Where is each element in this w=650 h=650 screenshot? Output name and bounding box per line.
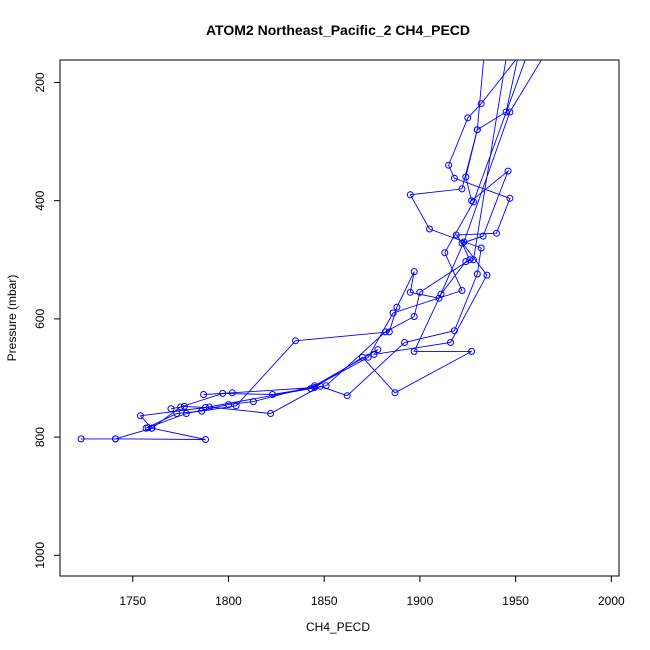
x-tick-label: 2000 — [598, 594, 625, 608]
x-tick-label: 1750 — [119, 594, 146, 608]
y-tick-label: 1000 — [33, 542, 47, 569]
data-point — [410, 268, 418, 276]
x-tick-label: 1800 — [215, 594, 242, 608]
chart-title: ATOM2 Northeast_Pacific_2 CH4_PECD — [206, 22, 470, 38]
data-point — [450, 327, 458, 335]
data-point — [473, 270, 481, 278]
profile-series — [136, 60, 485, 432]
data-point — [470, 198, 477, 206]
plot-area — [77, 60, 542, 443]
data-point — [477, 100, 485, 108]
data-point — [464, 114, 472, 122]
data-point — [182, 410, 190, 417]
data-point — [406, 191, 414, 199]
data-point — [506, 194, 514, 202]
data-point — [445, 161, 453, 169]
data-point — [441, 249, 449, 257]
data-point — [460, 238, 468, 246]
data-point — [359, 353, 366, 361]
data-point — [393, 303, 401, 311]
data-point — [410, 313, 418, 320]
data-point — [167, 405, 175, 413]
data-point — [370, 350, 378, 358]
data-point — [202, 436, 209, 443]
data-point — [493, 229, 500, 237]
data-point — [343, 392, 351, 400]
x-tick-label: 1950 — [502, 594, 529, 608]
data-point — [173, 410, 181, 417]
data-point — [483, 271, 491, 279]
data-point — [410, 347, 418, 355]
data-point — [391, 389, 399, 397]
data-point — [200, 391, 208, 398]
data-point — [468, 197, 476, 205]
data-point — [77, 435, 85, 443]
data-point — [180, 402, 188, 410]
series-line — [139, 60, 485, 429]
data-point — [506, 108, 514, 116]
data-point — [177, 403, 185, 411]
data-point — [437, 290, 445, 298]
y-tick-label: 800 — [33, 427, 47, 447]
series-line — [170, 60, 526, 410]
series-line — [203, 60, 507, 395]
data-point — [198, 407, 206, 415]
y-tick-label: 400 — [33, 190, 47, 210]
data-point — [435, 294, 443, 302]
data-point — [458, 287, 466, 294]
y-axis-label: Pressure (mbar) — [5, 275, 19, 362]
data-point — [225, 401, 232, 409]
profile-series — [142, 60, 542, 432]
data-point — [401, 339, 409, 346]
data-point — [385, 328, 393, 336]
profile-series — [77, 60, 517, 443]
data-point — [307, 385, 315, 393]
data-point — [450, 174, 458, 182]
data-point — [458, 185, 466, 193]
series-line — [145, 60, 542, 429]
data-point — [232, 402, 240, 410]
data-point — [477, 244, 485, 252]
data-point — [228, 389, 236, 397]
x-tick-label: 1900 — [407, 594, 434, 608]
series-line — [115, 60, 518, 440]
data-point — [202, 404, 209, 411]
data-point — [311, 384, 319, 391]
series-line — [81, 60, 517, 440]
data-point — [479, 232, 487, 240]
y-axis: 200 400 600 800 1000 — [33, 72, 61, 569]
data-point — [470, 256, 477, 264]
data-point — [462, 258, 470, 266]
plot-frame — [59, 59, 620, 577]
data-point — [292, 337, 299, 345]
data-point — [426, 225, 433, 233]
data-point — [389, 309, 397, 317]
data-point — [502, 108, 510, 116]
x-axis-label: CH4_PECD — [306, 620, 370, 634]
profile-series — [200, 60, 507, 398]
profile-series — [167, 60, 526, 413]
y-tick-label: 200 — [33, 72, 47, 92]
x-tick-label: 1850 — [311, 594, 338, 608]
data-point — [447, 339, 454, 346]
data-point — [468, 347, 476, 355]
profile-series — [112, 60, 518, 443]
data-point — [136, 412, 144, 420]
data-point — [374, 346, 382, 354]
data-point — [112, 435, 119, 443]
data-point — [142, 424, 150, 432]
data-point — [416, 288, 424, 296]
data-point — [473, 126, 481, 134]
data-point — [406, 288, 414, 296]
data-point — [267, 410, 275, 417]
x-axis: 1750 1800 1850 1900 1950 2000 — [119, 575, 625, 608]
y-tick-label: 600 — [33, 309, 47, 329]
data-point — [504, 167, 512, 175]
